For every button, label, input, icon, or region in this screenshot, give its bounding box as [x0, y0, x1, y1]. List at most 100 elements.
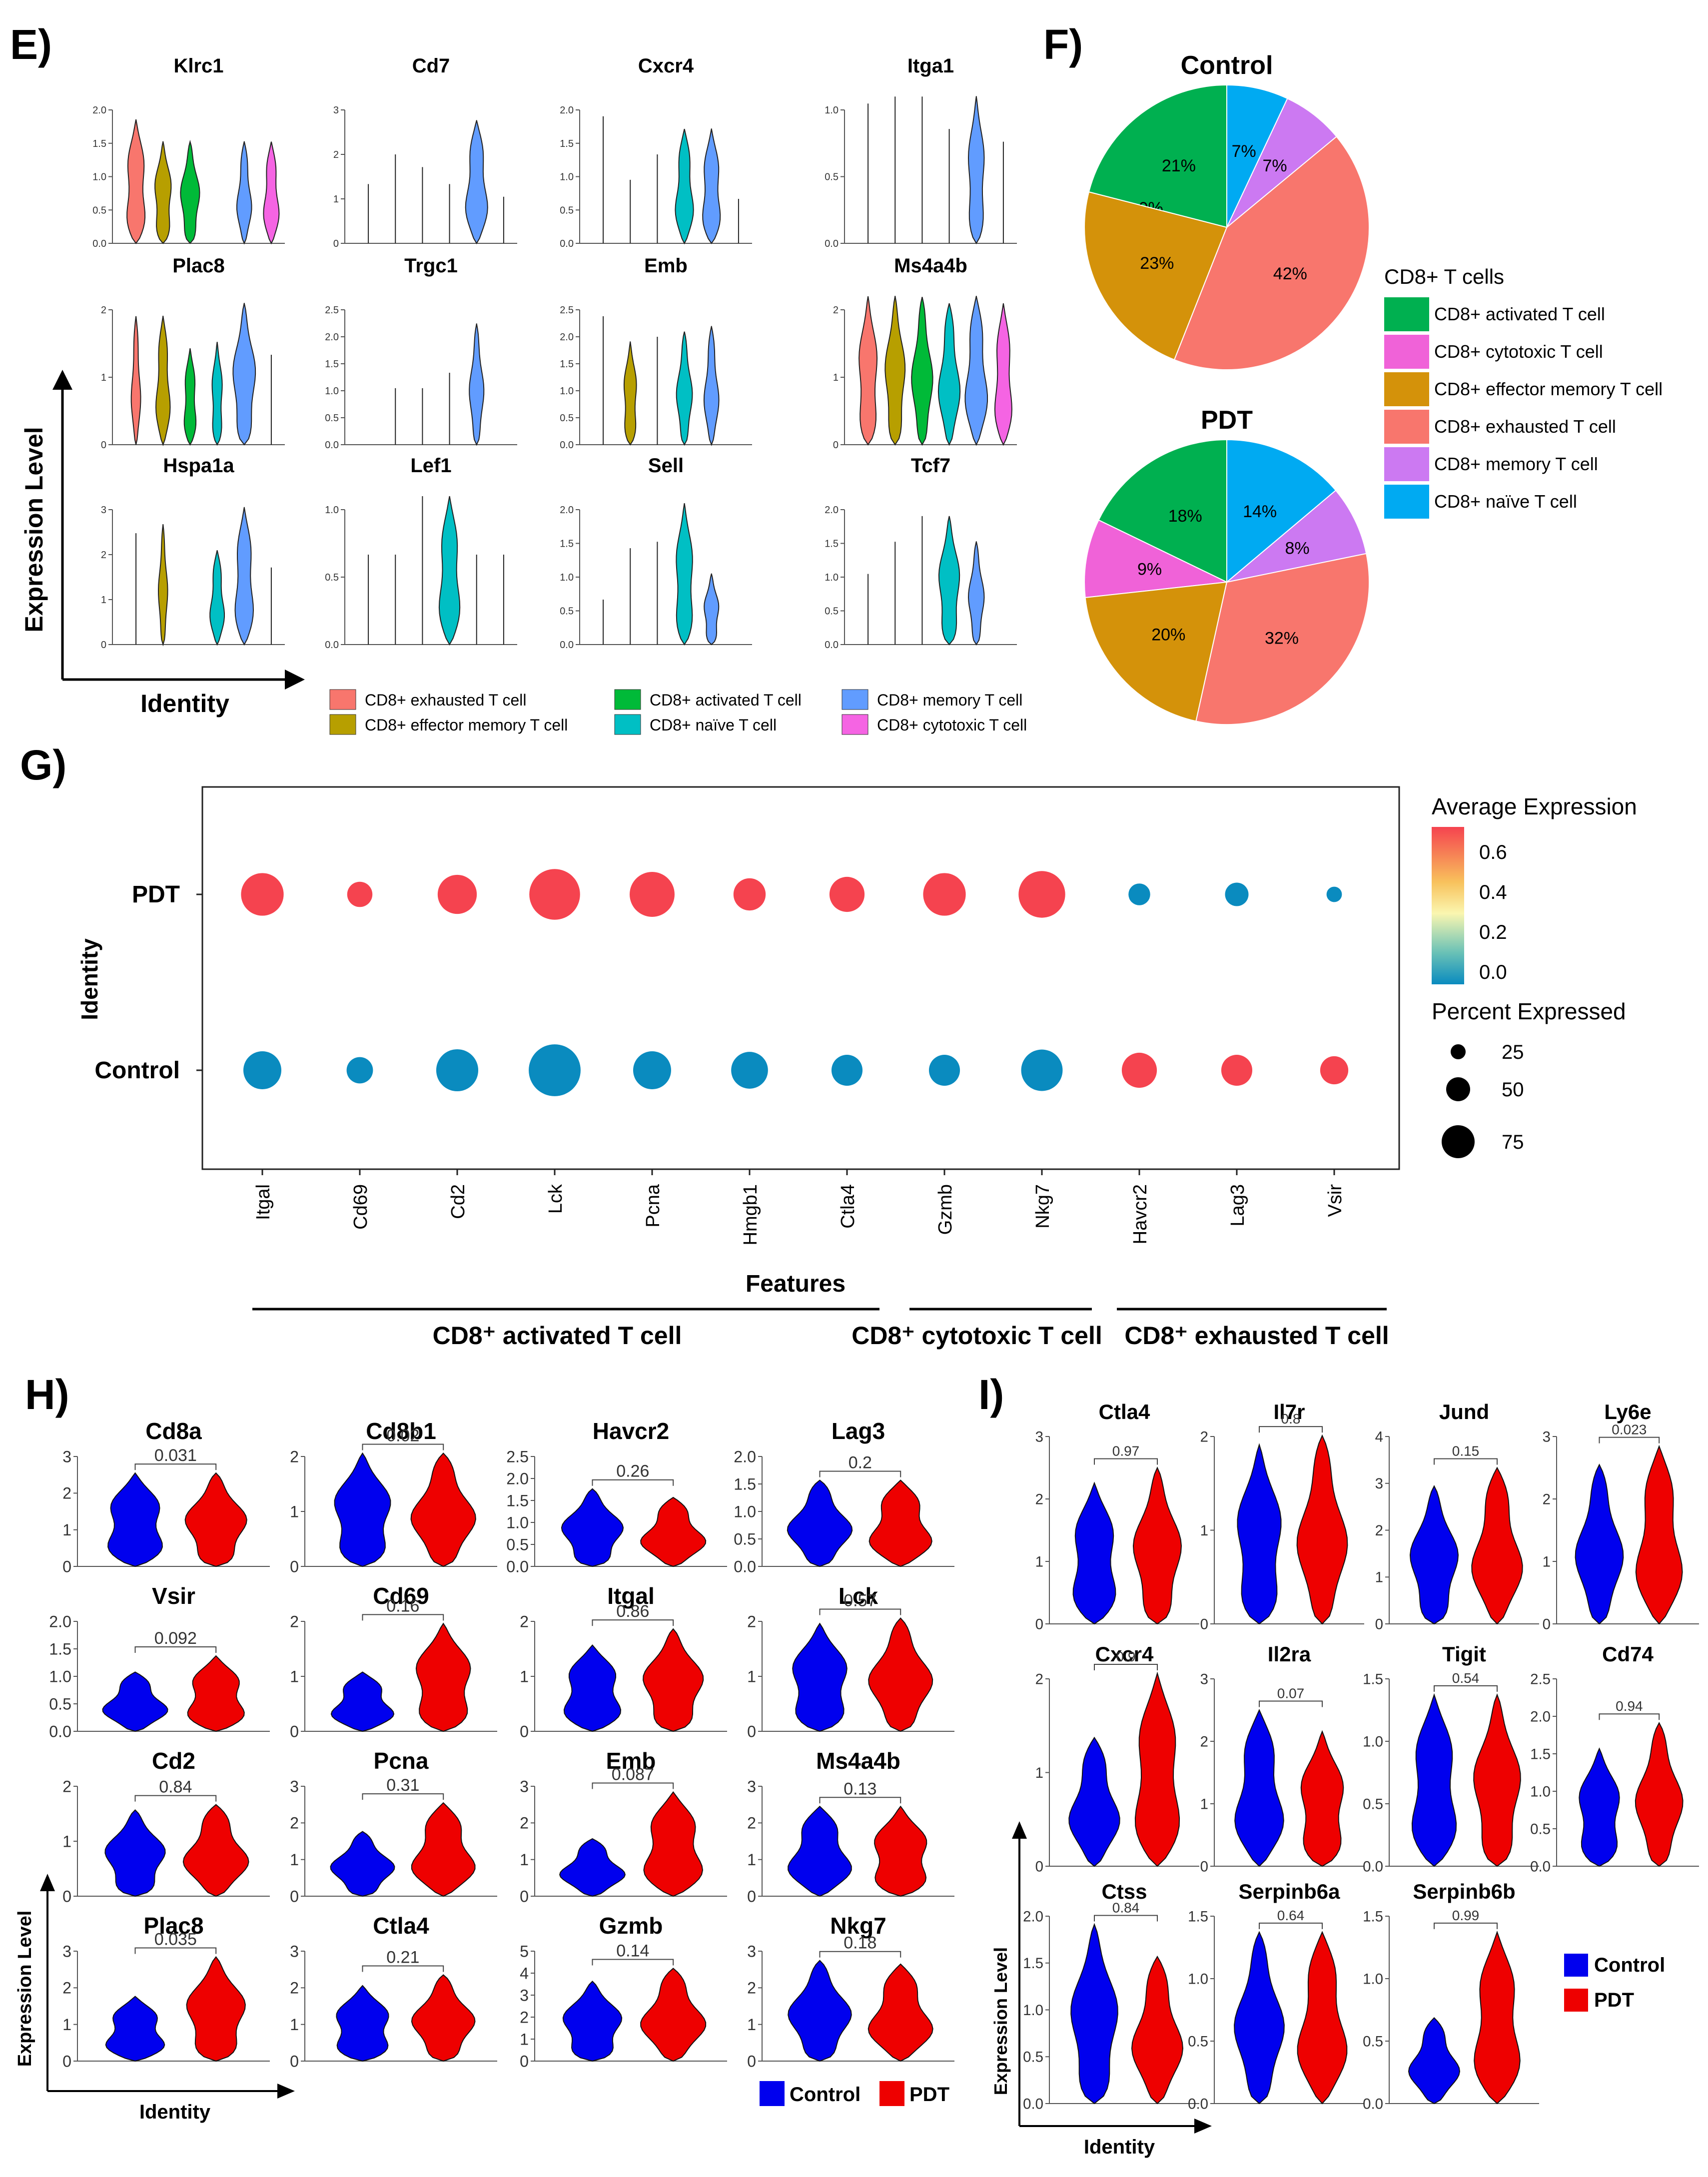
dot-feature-label: Havcr2 — [1130, 1184, 1151, 1244]
dot-size-tick-label: 50 — [1502, 1079, 1524, 1101]
violin-klrc1-group1 — [126, 119, 146, 244]
i-jund-tick-label: 3 — [1375, 1475, 1383, 1492]
h-violin-control-pcna — [330, 1831, 395, 1897]
violin-ms4a4b-group5 — [964, 296, 988, 446]
violin-title-ms4a4b: Ms4a4b — [894, 255, 967, 277]
pie-slice-control-4 — [1173, 135, 1370, 371]
h-violin-pdt-pcna — [411, 1802, 476, 1897]
panel-label-e: E) — [10, 21, 52, 68]
violin-tcf7-group4 — [938, 516, 960, 646]
i-pvalue-bracket — [1434, 1685, 1498, 1692]
pie-legend-swatch — [1384, 297, 1429, 331]
i-tigit-tick-label: 1.5 — [1363, 1671, 1383, 1687]
i-ly6e-tick-label: 0 — [1543, 1616, 1551, 1632]
h-violin-pdt-cd8a — [184, 1472, 247, 1567]
violin-ms4a4b-group6 — [994, 303, 1012, 446]
dot-size-legend-circle — [1446, 1077, 1470, 1101]
dot-control-itgal — [243, 1051, 281, 1089]
dot-xlabel: Features — [746, 1271, 846, 1297]
h-havcr2-tick-label: 0.5 — [506, 1535, 529, 1553]
h-cd8a-tick-label: 3 — [62, 1448, 71, 1465]
pie-label: 9% — [1137, 560, 1162, 579]
e-hspa1a-tick-label: 1 — [101, 595, 106, 606]
i-violin-control-ctla4 — [1072, 1481, 1116, 1625]
dot-color-tick-label: 0.4 — [1479, 881, 1507, 903]
h-title-cd69: Cd69 — [373, 1583, 429, 1609]
violin-cxcr4-group4 — [675, 128, 694, 245]
i-ctss-tick-label: 0.5 — [1023, 2049, 1043, 2066]
h-violin-pdt-gzmb — [640, 1968, 707, 2062]
i-pvalue-bracket — [1259, 1700, 1323, 1707]
h-violin-pdt-lag3 — [868, 1479, 932, 1567]
pie-title-control: Control — [1181, 51, 1273, 80]
violin-title-sell: Sell — [648, 455, 684, 477]
i-title-ly6e: Ly6e — [1604, 1400, 1651, 1424]
h-title-nkg7: Nkg7 — [830, 1913, 886, 1939]
pie-label: 23% — [1140, 254, 1174, 273]
i-serpinb6a-tick-label: 0.5 — [1188, 2033, 1208, 2050]
i-arrowhead-x — [1194, 2119, 1212, 2134]
i-cd74-tick-label: 1.0 — [1530, 1783, 1551, 1800]
violin-title-lef1: Lef1 — [410, 455, 451, 477]
h-pcna-tick-label: 1 — [290, 1851, 299, 1869]
h-xlabel: Identity — [139, 2101, 211, 2123]
i-serpinb6a-tick-label: 1.5 — [1188, 1908, 1208, 1925]
pie-title-pdt: PDT — [1201, 406, 1253, 435]
e-klrc1-tick-label: 0.5 — [92, 205, 106, 216]
pie-slice-pdt-3 — [1084, 581, 1228, 722]
i-ctss-tick-label: 1.0 — [1023, 2002, 1043, 2019]
h-plac8-tick-label: 3 — [62, 1942, 71, 1960]
violin-tcf7-group5 — [967, 541, 985, 646]
h-lag3-tick-label: 1.0 — [734, 1502, 756, 1520]
e-legend-swatch — [329, 714, 356, 735]
h-ms4a4b-tick-label: 3 — [747, 1777, 756, 1795]
i-title-jund: Jund — [1439, 1400, 1489, 1424]
e-itga1-tick-label: 0.0 — [825, 238, 839, 249]
pie-label: 42% — [1273, 264, 1307, 283]
h-emb-tick-label: 3 — [520, 1777, 529, 1795]
dot-size-tick-label: 75 — [1502, 1131, 1524, 1153]
h-lag3-tick-label: 2.0 — [734, 1448, 756, 1465]
pie-legend-title: CD8+ T cells — [1384, 265, 1504, 288]
h-title-ctla4: Ctla4 — [373, 1913, 429, 1939]
i-title-cd74: Cd74 — [1602, 1642, 1654, 1666]
h-pvalue-lag3: 0.2 — [849, 1453, 872, 1472]
h-pvalue-nkg7: 0.18 — [844, 1934, 876, 1953]
i-violin-pdt-cxcr4 — [1134, 1671, 1180, 1867]
violin-ms4a4b-group4 — [937, 303, 961, 446]
violin-itga1-group5 — [967, 96, 985, 245]
dot-feature-label: Vsir — [1325, 1184, 1346, 1217]
i-pvalue-tigit: 0.54 — [1452, 1670, 1480, 1686]
dot-size-tick-label: 25 — [1502, 1041, 1524, 1063]
h-pvalue-gzmb: 0.14 — [616, 1942, 649, 1961]
i-ctla4-tick-label: 1 — [1035, 1553, 1043, 1570]
e-cxcr4-tick-label: 2.0 — [560, 105, 574, 116]
h-pvalue-bracket — [819, 1951, 901, 1958]
h-pvalue-bracket — [819, 1797, 901, 1804]
i-violin-control-serpinb6a — [1234, 1931, 1285, 2105]
h-pvalue-bracket — [362, 1965, 444, 1972]
i-violin-pdt-ly6e — [1635, 1445, 1683, 1625]
pie-slice-pdt-2 — [1084, 519, 1229, 599]
i-il2ra-tick-label: 0 — [1200, 1858, 1208, 1875]
e-arrowhead-x — [285, 670, 305, 690]
violin-title-hspa1a: Hspa1a — [163, 455, 234, 477]
i-violin-control-il2ra — [1234, 1709, 1284, 1867]
violin-cd7-group5 — [465, 120, 488, 244]
h-violin-pdt-vsir — [187, 1655, 245, 1732]
dot-feature-label: Lck — [545, 1184, 566, 1214]
h-pcna-tick-label: 2 — [290, 1814, 299, 1832]
dot-feature-label: Lag3 — [1227, 1184, 1248, 1227]
i-tigit-tick-label: 1.0 — [1363, 1733, 1383, 1750]
h-violin-pdt-ctla4 — [411, 1974, 476, 2062]
e-trgc1-tick-label: 0.0 — [325, 440, 339, 451]
i-legend-label: PDT — [1594, 1989, 1634, 2011]
violin-hspa1a-group5 — [234, 507, 254, 646]
h-title-lck: Lck — [839, 1583, 878, 1609]
pie-legend-label: CD8+ memory T cell — [1434, 454, 1598, 474]
i-violin-pdt-ctla4 — [1132, 1466, 1182, 1625]
h-violin-control-gzmb — [562, 1980, 623, 2062]
i-pvalue-bracket — [1599, 1437, 1660, 1444]
e-lef1-tick-label: 0.0 — [325, 640, 339, 651]
e-lef1-tick-label: 1.0 — [325, 505, 339, 516]
